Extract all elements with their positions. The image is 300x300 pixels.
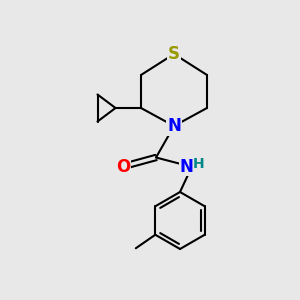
Text: N: N xyxy=(167,117,181,135)
Text: S: S xyxy=(168,45,180,63)
Text: H: H xyxy=(193,157,205,171)
Text: O: O xyxy=(116,158,130,175)
Text: N: N xyxy=(179,158,193,175)
